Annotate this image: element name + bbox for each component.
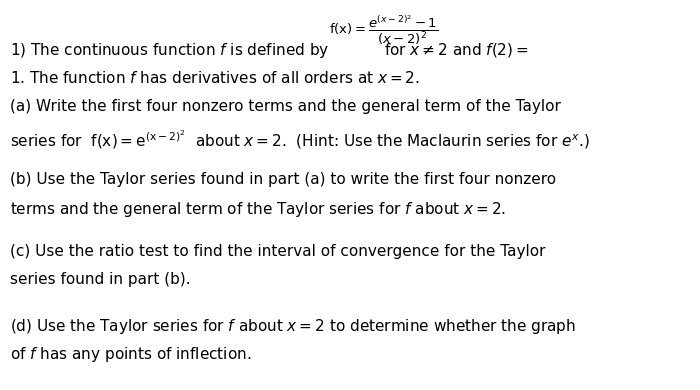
Text: (a) Write the first four nonzero terms and the general term of the Taylor: (a) Write the first four nonzero terms a… [10, 99, 561, 114]
Text: 1) The continuous function $f$ is defined by: 1) The continuous function $f$ is define… [10, 41, 329, 60]
Text: series for  $\mathrm{f(x)=e^{(x-2)^2}}$  about $x = 2$.  (Hint: Use the Maclauri: series for $\mathrm{f(x)=e^{(x-2)^2}}$ a… [10, 128, 589, 151]
Text: of $f$ has any points of inflection.: of $f$ has any points of inflection. [10, 345, 251, 364]
Text: terms and the general term of the Taylor series for $f$ about $x = 2$.: terms and the general term of the Taylor… [10, 200, 506, 219]
Text: (b) Use the Taylor series found in part (a) to write the first four nonzero: (b) Use the Taylor series found in part … [10, 172, 556, 186]
Text: (c) Use the ratio test to find the interval of convergence for the Taylor: (c) Use the ratio test to find the inter… [10, 244, 545, 259]
Text: series found in part (b).: series found in part (b). [10, 272, 190, 287]
Text: $\mathrm{f(x)}=\dfrac{e^{(x-2)^2}-1}{(x-2)^2}$: $\mathrm{f(x)}=\dfrac{e^{(x-2)^2}-1}{(x-… [329, 14, 438, 47]
Text: for $x\neq 2$ and $f(2)=$: for $x\neq 2$ and $f(2)=$ [384, 41, 528, 59]
Text: 1. The function $f$ has derivatives of all orders at $x = 2$.: 1. The function $f$ has derivatives of a… [10, 70, 420, 86]
Text: (d) Use the Taylor series for $f$ about $x = 2$ to determine whether the graph: (d) Use the Taylor series for $f$ about … [10, 317, 575, 336]
